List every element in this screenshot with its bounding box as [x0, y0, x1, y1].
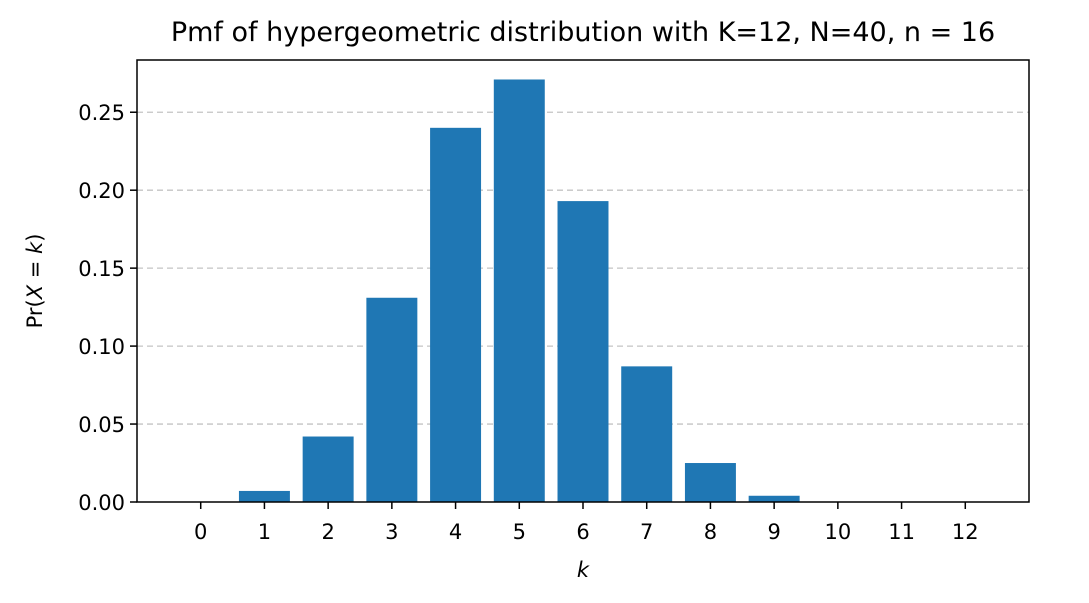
x-tick-label: 6 — [576, 520, 589, 544]
y-tick-label: 0.05 — [78, 413, 125, 437]
bar — [493, 79, 545, 503]
y-axis-ticks: 0.00 0.05 0.10 0.15 0.20 0.25 — [78, 101, 137, 515]
y-tick-label: 0.25 — [78, 101, 125, 125]
bar — [684, 463, 736, 502]
y-label-variable: X — [23, 284, 47, 300]
x-tick-label: 12 — [952, 520, 979, 544]
bar — [238, 490, 290, 502]
bars — [175, 79, 991, 503]
y-axis-label: Pr(X = k) — [23, 234, 47, 329]
y-tick-label: 0.15 — [78, 257, 125, 281]
x-tick-label: 8 — [704, 520, 717, 544]
bar — [366, 297, 418, 502]
y-label-value: k — [23, 241, 47, 254]
x-tick-label: 11 — [888, 520, 915, 544]
x-tick-label: 7 — [640, 520, 653, 544]
x-tick-label: 2 — [321, 520, 334, 544]
x-axis-ticks: 0 1 2 3 4 5 6 7 8 9 10 11 12 — [194, 502, 979, 544]
bar — [302, 436, 354, 502]
x-tick-label: 10 — [824, 520, 851, 544]
x-axis-label: k — [577, 558, 590, 582]
x-tick-label: 5 — [513, 520, 526, 544]
y-tick-label: 0.10 — [78, 335, 125, 359]
x-tick-label: 0 — [194, 520, 207, 544]
bar — [748, 495, 800, 502]
x-tick-label: 9 — [767, 520, 780, 544]
y-tick-label: 0.20 — [78, 179, 125, 203]
x-tick-label: 3 — [385, 520, 398, 544]
bar — [621, 366, 673, 502]
y-tick-label: 0.00 — [78, 491, 125, 515]
chart-title: Pmf of hypergeometric distribution with … — [171, 17, 995, 48]
y-label-operator: = — [23, 254, 47, 285]
bar — [557, 201, 609, 503]
y-label-suffix: ) — [23, 234, 47, 242]
y-label-prefix: Pr( — [23, 299, 47, 328]
bar — [430, 127, 482, 503]
x-tick-label: 1 — [258, 520, 271, 544]
x-tick-label: 4 — [449, 520, 462, 544]
